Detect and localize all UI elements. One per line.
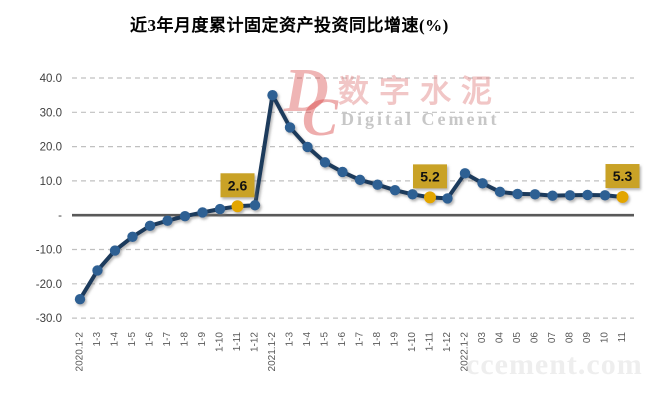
data-point [354, 174, 366, 186]
highlight-point [231, 200, 244, 213]
highlight-point [616, 191, 629, 204]
data-label-group: 2.6 5.2 5.3 [220, 164, 640, 198]
x-tick-label: 11 [617, 332, 628, 343]
x-tick-label: 03 [477, 332, 488, 344]
data-point [319, 157, 331, 168]
data-label-box [220, 173, 255, 198]
highlight-point [424, 191, 436, 204]
data-series-group [74, 89, 629, 305]
x-tick-label: 10 [600, 332, 611, 344]
y-tick-label: -20.0 [36, 279, 62, 291]
data-point [547, 190, 558, 201]
data-point [529, 189, 541, 200]
data-point [564, 190, 576, 201]
x-tick-label: 1-8 [180, 332, 191, 347]
x-tick-label: 1-6 [145, 332, 156, 347]
data-label-text: 5.2 [420, 168, 440, 184]
x-tick-label: 05 [512, 332, 523, 344]
x-tick-label: 1-12 [250, 332, 261, 352]
axis-labels-group: 40.0 30.0 20.0 10.0 - -10.0 -20.0 -30.0 2020.1-2… [36, 73, 628, 371]
data-point [92, 265, 103, 276]
data-point [582, 189, 593, 201]
data-point [127, 231, 138, 243]
x-tick-label: 2021.1-2 [267, 332, 278, 372]
x-tick-label: 1-11 [232, 332, 243, 352]
x-tick-label: 1-7 [355, 332, 366, 347]
x-tick-label: 1-4 [302, 332, 313, 347]
data-label-text: 5.3 [613, 168, 633, 184]
x-tick-label: 06 [530, 332, 541, 344]
data-point [442, 193, 453, 204]
data-point [459, 168, 471, 179]
y-tick-label: - [58, 210, 62, 222]
x-tick-label: 1-10 [215, 332, 226, 352]
y-tick-label: -30.0 [36, 313, 62, 325]
x-tick-label: 1-10 [407, 332, 418, 352]
data-point [214, 203, 226, 215]
data-point [179, 211, 191, 222]
data-point [407, 189, 418, 200]
trend-line [78, 93, 625, 302]
data-point [197, 207, 208, 218]
x-tick-label: 1-9 [197, 332, 208, 347]
x-tick-label: 1-6 [337, 332, 348, 347]
data-point [302, 141, 313, 153]
data-point [144, 220, 156, 232]
x-tick-label: 1-11 [425, 332, 436, 352]
data-point [494, 186, 506, 198]
y-tick-label: 20.0 [40, 142, 62, 154]
y-tick-label: -10.0 [36, 245, 62, 257]
data-point [74, 294, 86, 305]
data-label-box [605, 164, 640, 189]
data-point [284, 122, 296, 133]
data-point [267, 89, 278, 101]
x-tick-label: 07 [547, 332, 558, 344]
y-tick-label: 40.0 [40, 73, 62, 85]
data-point [109, 245, 121, 256]
y-tick-label: 10.0 [40, 176, 62, 188]
data-label-text: 2.6 [228, 177, 248, 193]
data-point [477, 178, 488, 189]
x-tick-label: 1-3 [285, 332, 296, 347]
data-point [162, 215, 173, 226]
gridlines-group [72, 77, 634, 319]
x-tick-label: 1-12 [442, 332, 453, 352]
x-tick-label: 1-3 [92, 332, 103, 347]
x-tick-label: 1-7 [162, 332, 173, 347]
x-tick-label: 2022.1-2 [460, 332, 471, 372]
x-tick-label: 1-9 [390, 332, 401, 347]
x-tick-label: 1-5 [320, 332, 331, 347]
x-tick-label: 08 [565, 332, 576, 344]
data-point [389, 184, 401, 196]
y-tick-label: 30.0 [40, 107, 62, 119]
data-label-box [413, 164, 447, 189]
data-point [512, 188, 523, 200]
data-point [599, 190, 611, 201]
x-tick-label: 1-4 [110, 332, 121, 347]
x-tick-label: 2020.1-2 [75, 332, 86, 372]
chart-title: 近3年月度累计固定资产投资同比增速(%) [130, 16, 449, 35]
data-point [372, 179, 383, 190]
data-point [249, 200, 261, 211]
x-tick-label: 1-8 [372, 332, 383, 347]
x-tick-label: 1-5 [127, 332, 138, 347]
x-tick-label: 09 [582, 332, 593, 344]
x-tick-label: 04 [495, 332, 506, 344]
data-point [337, 166, 348, 178]
